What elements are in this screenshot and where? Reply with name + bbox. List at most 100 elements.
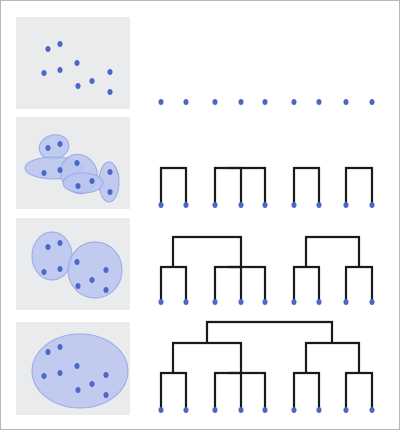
merge-link: [213, 371, 243, 410]
point: [57, 167, 63, 173]
step-2-leaves: [158, 202, 375, 208]
leaf: [238, 407, 244, 413]
leaf: [343, 99, 349, 105]
step-4-leaves: [158, 407, 375, 413]
step-4-dendrogram: [159, 320, 374, 410]
point: [75, 183, 81, 189]
merge-link: [344, 166, 374, 205]
point: [74, 363, 80, 369]
leaf: [212, 202, 218, 208]
point: [41, 373, 47, 379]
merge-link: [205, 320, 334, 343]
point: [57, 370, 63, 376]
point: [74, 160, 80, 166]
cluster-hull: [67, 241, 123, 299]
merge-link: [304, 235, 361, 267]
point: [41, 70, 47, 76]
leaf: [212, 99, 218, 105]
leaf: [316, 299, 322, 305]
merge-link: [213, 166, 243, 205]
leaf: [369, 299, 375, 305]
leaf: [262, 99, 268, 105]
leaf: [316, 99, 322, 105]
leaf: [316, 202, 322, 208]
leaf: [369, 99, 375, 105]
cluster-hull: [31, 231, 73, 281]
point: [41, 170, 47, 176]
leaf: [158, 407, 164, 413]
leaf: [291, 407, 297, 413]
point: [89, 78, 95, 84]
point: [89, 277, 95, 283]
point: [41, 269, 47, 275]
merge-link: [344, 265, 374, 302]
leaf: [262, 407, 268, 413]
merge-link: [292, 371, 321, 410]
merge-link: [228, 265, 267, 302]
point: [57, 41, 63, 47]
merge-link: [304, 341, 361, 373]
leaf: [262, 299, 268, 305]
point: [57, 266, 63, 272]
leaf: [238, 299, 244, 305]
merge-link: [228, 166, 267, 205]
merge-link: [228, 371, 267, 410]
point: [107, 169, 113, 175]
point: [107, 69, 113, 75]
leaf: [291, 202, 297, 208]
cluster-hull: [31, 333, 129, 409]
point: [103, 287, 109, 293]
point: [45, 145, 51, 151]
point: [103, 267, 109, 273]
point: [45, 244, 51, 250]
point: [75, 83, 81, 89]
step-3-row: [16, 218, 375, 310]
leaf: [238, 202, 244, 208]
cluster-hull: [62, 172, 104, 194]
merge-link: [344, 371, 374, 410]
point: [107, 89, 113, 95]
leaf: [158, 299, 164, 305]
point: [103, 372, 109, 378]
step-2-dendrogram: [159, 166, 374, 205]
point: [89, 178, 95, 184]
merge-link: [292, 166, 321, 205]
step-1-leaves: [158, 99, 375, 105]
point: [45, 349, 51, 355]
point: [57, 240, 63, 246]
step-4-row: [16, 320, 375, 415]
leaf: [183, 202, 189, 208]
leaf: [316, 407, 322, 413]
point: [89, 381, 95, 387]
leaf: [158, 99, 164, 105]
point: [103, 392, 109, 398]
leaf: [212, 407, 218, 413]
point: [45, 46, 51, 52]
leaf: [291, 299, 297, 305]
point: [107, 189, 113, 195]
step-2-points: [41, 141, 113, 195]
leaf: [343, 407, 349, 413]
leaf: [238, 99, 244, 105]
step-3-leaves: [158, 299, 375, 305]
point: [57, 344, 63, 350]
leaf: [212, 299, 218, 305]
merge-link: [159, 166, 188, 205]
leaf: [183, 407, 189, 413]
merge-link: [213, 265, 243, 302]
leaf: [291, 99, 297, 105]
leaf: [262, 202, 268, 208]
point: [57, 67, 63, 73]
leaf: [183, 99, 189, 105]
step-3-dendrogram: [159, 235, 374, 302]
point: [57, 141, 63, 147]
merge-link: [171, 341, 243, 373]
step-2-row: [16, 117, 375, 209]
point: [74, 259, 80, 265]
merge-link: [159, 371, 188, 410]
point: [75, 283, 81, 289]
point: [74, 60, 80, 66]
point: [75, 387, 81, 393]
